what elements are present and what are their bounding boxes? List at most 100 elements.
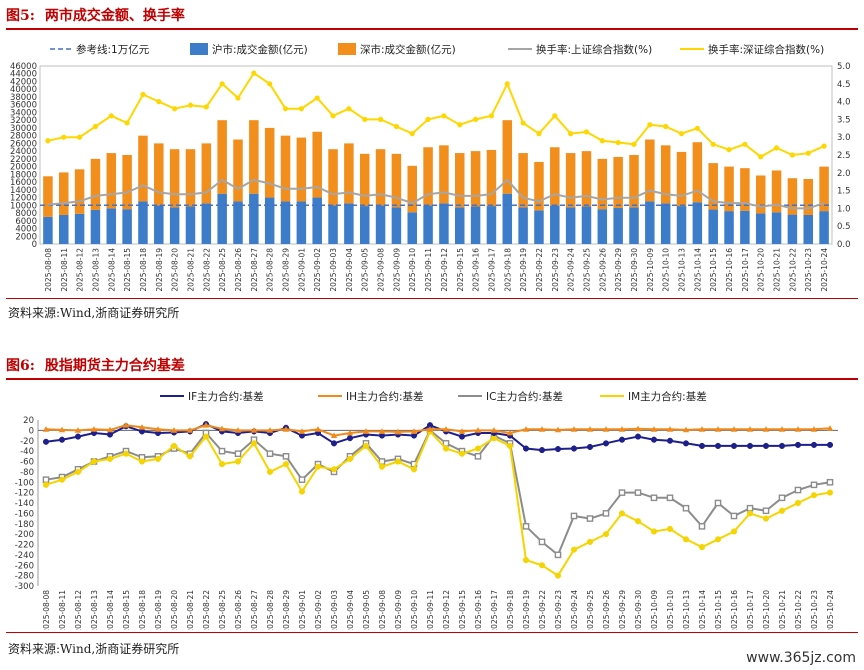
x-tick-label: 2025-09-10 <box>408 248 417 292</box>
x-tick-label: 2025-10-21 <box>778 590 787 630</box>
point-if <box>522 445 530 452</box>
point-ih <box>778 426 786 432</box>
point-if <box>458 433 466 440</box>
point-im <box>90 458 98 465</box>
point-ih <box>362 428 370 434</box>
point-sz-turnover <box>187 102 194 108</box>
x-tick-label: 2025-08-11 <box>60 248 69 292</box>
x-tick-label: 2025-09-02 <box>314 590 323 630</box>
point-sz-turnover <box>805 150 811 156</box>
x-tick-label: 2025-09-08 <box>377 248 386 292</box>
bar-sz <box>328 149 338 206</box>
point-ic <box>730 512 738 520</box>
x-tick-label: 2025-09-05 <box>362 590 371 630</box>
y-tick-label: 20 <box>23 416 34 426</box>
x-tick-label: 2025-09-26 <box>598 248 607 292</box>
x-tick-label: 2025-09-23 <box>554 590 563 630</box>
point-ih <box>474 427 482 433</box>
point-ih <box>458 428 466 434</box>
point-if <box>794 441 802 448</box>
y-right-tick-label: 2.0 <box>837 169 851 179</box>
point-ic <box>778 494 786 502</box>
x-tick-label: 2025-08-26 <box>234 590 243 630</box>
bar-sh <box>106 208 117 244</box>
bar-sz <box>344 143 354 204</box>
point-im <box>378 463 386 470</box>
point-ic <box>698 523 706 530</box>
point-ih <box>154 426 162 432</box>
y-left-tick-label: 10000 <box>10 201 37 211</box>
y-tick-label: -40 <box>20 447 34 457</box>
point-sz-turnover <box>267 81 273 87</box>
point-if <box>346 435 354 442</box>
x-tick-label: 2025-09-01 <box>297 248 306 292</box>
point-im <box>282 461 290 468</box>
point-ih <box>746 426 754 432</box>
y-tick-label: -240 <box>15 551 34 561</box>
point-ic <box>666 494 674 502</box>
x-tick-label: 2025-08-21 <box>186 248 195 292</box>
point-ih <box>650 426 658 432</box>
point-im <box>554 572 562 579</box>
point-sz-turnover <box>473 116 479 122</box>
point-if <box>810 441 818 448</box>
x-tick-label: 2025-08-28 <box>266 248 275 292</box>
point-ih <box>762 426 770 432</box>
point-sz-turnover <box>678 131 685 137</box>
x-tick-label: 2025-09-01 <box>298 590 307 630</box>
point-im <box>186 453 194 460</box>
point-ih <box>186 427 194 433</box>
point-im <box>314 463 322 470</box>
bar-sh <box>771 212 782 244</box>
y-left-tick-label: 26000 <box>10 139 37 149</box>
point-ic <box>298 476 306 483</box>
point-sz-turnover <box>77 134 83 140</box>
y-tick-label: 0 <box>29 426 34 436</box>
point-ic <box>794 486 802 494</box>
bar-sh <box>185 206 196 244</box>
point-ih <box>538 426 546 432</box>
point-sz-turnover <box>599 138 605 144</box>
bar-sz <box>185 149 196 207</box>
point-ih <box>58 426 66 433</box>
x-tick-label: 2025-10-16 <box>725 248 734 292</box>
x-tick-label: 2025-09-29 <box>614 248 623 292</box>
point-ih <box>410 428 418 434</box>
y-left-tick-label: 24000 <box>10 147 37 157</box>
point-ic <box>586 515 594 522</box>
y-left-tick-label: 38000 <box>10 93 37 103</box>
bar-sz <box>233 139 243 202</box>
point-im <box>362 442 370 449</box>
point-im <box>602 531 610 538</box>
point-sz-turnover <box>362 116 368 122</box>
bar-sh <box>43 216 53 244</box>
point-sz-turnover <box>45 138 51 144</box>
point-ic <box>538 538 546 546</box>
bar-sh <box>518 207 528 244</box>
bar-sz <box>59 172 69 215</box>
point-im <box>586 538 594 545</box>
point-im <box>762 515 770 522</box>
y-right-tick-label: 3.0 <box>837 133 851 143</box>
bar-sz <box>518 153 528 208</box>
y-left-tick-label: 36000 <box>10 101 37 111</box>
point-sz-turnover <box>726 147 732 153</box>
y-tick-label: -300 <box>15 582 34 592</box>
chart-basis: 200-20-40-60-80-100-120-140-160-180-200-… <box>15 390 838 630</box>
point-ih <box>378 428 386 434</box>
bar-sh <box>59 214 69 244</box>
fig6-source-rule <box>6 632 858 633</box>
point-im <box>778 507 786 514</box>
x-tick-label: 2025-08-18 <box>139 248 148 292</box>
point-sz-turnover <box>346 106 352 112</box>
x-tick-label: 2025-08-25 <box>218 248 227 292</box>
point-ic <box>634 489 642 496</box>
point-if <box>698 442 706 449</box>
point-sz-turnover <box>821 143 827 149</box>
x-tick-label: 2025-10-22 <box>794 590 803 630</box>
bar-sh <box>470 206 481 244</box>
bar-sh <box>676 206 687 244</box>
bar-sh <box>708 209 718 244</box>
point-ih <box>218 425 226 432</box>
point-ih <box>506 429 514 436</box>
